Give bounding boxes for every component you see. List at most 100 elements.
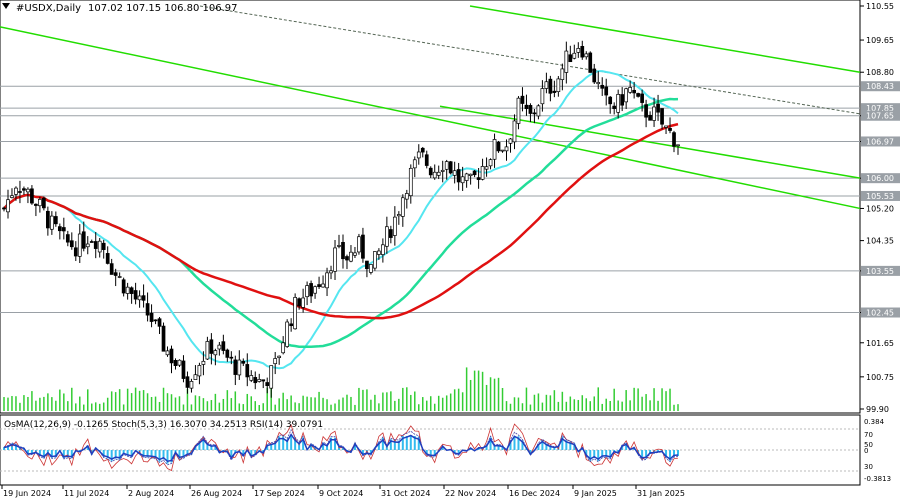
candle-body — [552, 90, 557, 93]
candle-body — [572, 52, 577, 59]
osc-level-label: 0 — [864, 447, 868, 455]
osc-level-label: 30 — [864, 463, 873, 471]
price-tick-label: 109.65 — [866, 36, 894, 45]
candle-body — [576, 48, 581, 53]
candle-body — [18, 191, 22, 193]
candle-body — [321, 283, 325, 288]
candle-body — [153, 319, 158, 322]
date-label: 19 Jun 2024 — [3, 489, 51, 498]
collapse-arrow-icon[interactable] — [2, 3, 10, 9]
candle-body — [456, 169, 461, 183]
candle-body — [129, 287, 134, 294]
candle-body — [341, 242, 345, 260]
candle-body — [436, 171, 441, 176]
price-level-label: 103.55 — [866, 267, 894, 276]
candle-body — [612, 105, 617, 109]
candle-body — [161, 325, 166, 352]
candle-body — [345, 256, 349, 261]
candle-body — [10, 195, 14, 198]
candle-body — [636, 93, 640, 97]
candle-body — [424, 154, 429, 166]
price-level-label: 108.43 — [866, 82, 894, 91]
candle-body — [484, 166, 489, 170]
date-label: 9 Jan 2025 — [574, 489, 617, 498]
price-level-label: 106.00 — [866, 174, 894, 183]
candle-body — [540, 88, 545, 105]
moving-averages — [3, 70, 679, 370]
candle-body — [532, 112, 537, 115]
candle-body — [588, 52, 593, 73]
candle-body — [269, 365, 274, 389]
candle-body — [652, 106, 656, 121]
candle-body — [580, 46, 585, 58]
candle-body — [492, 139, 497, 160]
candle-body — [193, 374, 198, 380]
price-tick-label: 99.90 — [866, 405, 889, 414]
price-level-marker — [861, 265, 900, 276]
osc-level-label: 70 — [864, 431, 873, 439]
candle-body — [189, 381, 194, 389]
price-level-label: 102.45 — [866, 309, 894, 318]
candle-body — [544, 81, 549, 89]
candle-body — [628, 87, 632, 93]
candle-body — [389, 229, 393, 238]
candle-body — [77, 233, 82, 257]
candle-body — [253, 377, 258, 384]
candle-body — [412, 159, 417, 169]
candle-body — [117, 276, 122, 278]
candle-body — [664, 125, 668, 128]
candle-body — [512, 120, 517, 143]
candle-body — [209, 339, 214, 354]
candle-body — [444, 161, 449, 170]
candle-body — [500, 149, 505, 152]
price-level-marker — [861, 110, 900, 121]
candle-body — [373, 251, 377, 269]
candle-body — [46, 210, 50, 229]
ma-slow-line — [3, 122, 679, 320]
candle-body — [392, 216, 397, 236]
price-level-marker — [861, 173, 900, 184]
candle-body — [185, 376, 190, 388]
candle-body — [608, 96, 613, 105]
candle-body — [528, 105, 533, 114]
price-axis: 110.55 109.65 108.80 107.65 106.97 106.00 105.… — [860, 2, 900, 414]
candle-body — [205, 341, 210, 360]
candle-body — [556, 78, 561, 93]
candle-body — [428, 167, 433, 176]
candle-body — [536, 105, 541, 117]
candle-body — [616, 93, 621, 113]
time-axis: 19 Jun 2024 11 Jul 2024 2 Aug 2024 26 Aug 2… — [1, 485, 685, 498]
date-label: 31 Oct 2024 — [381, 489, 430, 498]
candle-body — [145, 303, 150, 316]
candle-body — [644, 104, 648, 118]
candle-body — [265, 382, 270, 386]
candle-body — [420, 147, 425, 153]
candle-body — [14, 187, 18, 195]
candle-body — [229, 356, 234, 359]
candle-body — [369, 264, 373, 273]
candle-body — [468, 173, 473, 177]
candle-body — [464, 173, 469, 181]
candle-body — [408, 167, 413, 197]
candle-body — [249, 375, 254, 381]
candle-body — [81, 231, 86, 249]
candle-body — [488, 159, 493, 167]
candle-body — [2, 207, 6, 210]
candle-body — [448, 161, 453, 174]
candle-body — [169, 348, 174, 364]
price-tick-label: 108.80 — [866, 68, 894, 77]
candle-body — [333, 247, 337, 272]
candle-body — [217, 344, 222, 350]
candle-body — [237, 359, 242, 376]
candle-body — [89, 241, 94, 243]
trend-channel-lines — [0, 5, 861, 210]
candle-body — [317, 284, 321, 288]
price-level-label: 105.53 — [866, 192, 894, 201]
candle-body — [516, 97, 521, 124]
ma-fast-line — [3, 70, 679, 370]
candle-body — [245, 364, 250, 378]
osc-level-label: -0.3813 — [864, 475, 891, 483]
candle-body — [656, 103, 660, 113]
candle-body — [141, 295, 146, 301]
